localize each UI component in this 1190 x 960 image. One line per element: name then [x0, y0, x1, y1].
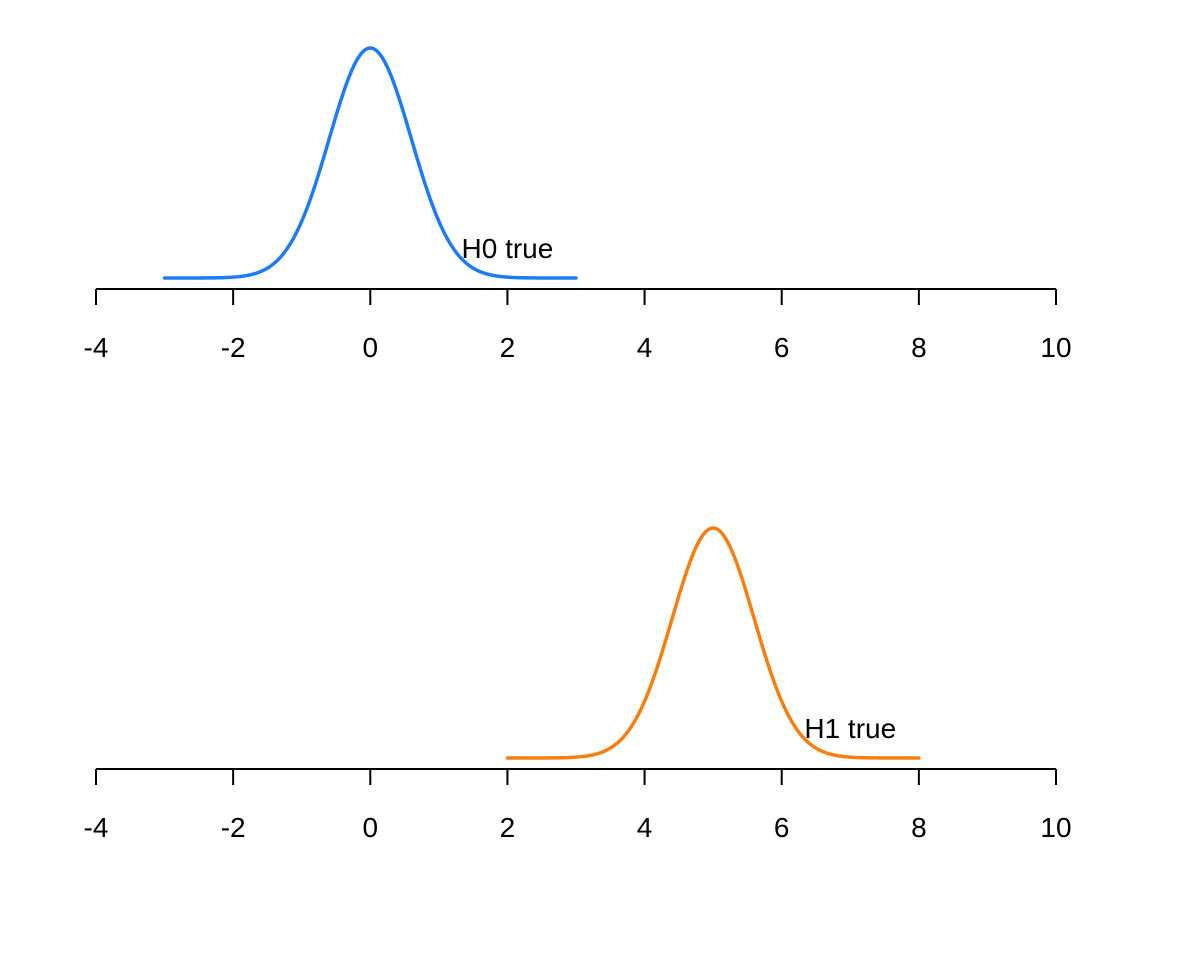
x-tick-label: -2 — [221, 812, 246, 843]
annotation-label: H0 true — [462, 233, 554, 264]
x-tick-label: 2 — [500, 812, 516, 843]
x-tick-label: 6 — [774, 332, 790, 363]
x-tick-label: 0 — [362, 812, 378, 843]
density-curve — [162, 46, 578, 280]
x-tick-label: 8 — [911, 332, 927, 363]
x-tick-label: 0 — [362, 332, 378, 363]
x-tick-label: 2 — [500, 332, 516, 363]
annotation-label: H1 true — [804, 713, 896, 744]
x-tick-label: -4 — [84, 332, 109, 363]
x-tick-label: 6 — [774, 812, 790, 843]
x-tick-label: 10 — [1040, 812, 1071, 843]
density-curve — [505, 526, 921, 760]
panel-h0: -4 -2 0 2 4 6 8 10 H0 true — [84, 46, 1072, 363]
x-tick-label: 10 — [1040, 332, 1071, 363]
panel-h1: -4 -2 0 2 4 6 8 10 H1 true — [84, 526, 1072, 843]
x-tick-label: -2 — [221, 332, 246, 363]
x-tick-label: 4 — [637, 812, 653, 843]
x-tick-label: -4 — [84, 812, 109, 843]
x-tick-label: 8 — [911, 812, 927, 843]
x-tick-label: 4 — [637, 332, 653, 363]
